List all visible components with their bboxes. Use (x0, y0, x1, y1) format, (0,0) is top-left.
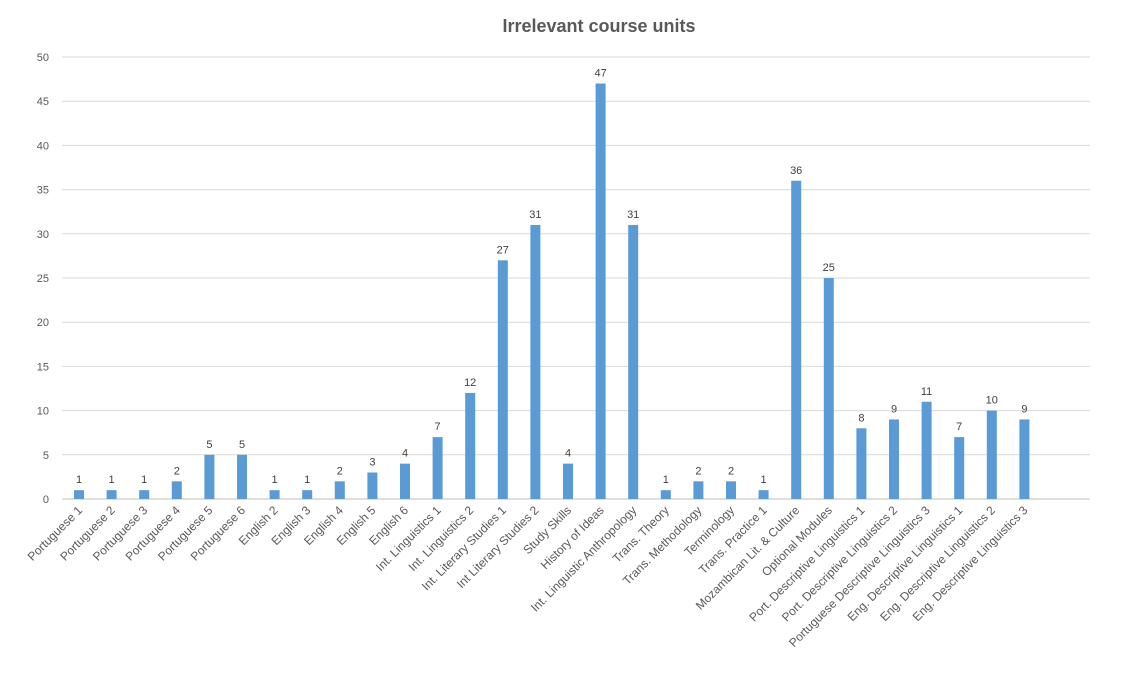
bar (139, 490, 150, 499)
bar (171, 481, 182, 499)
data-label: 7 (435, 421, 441, 433)
bars (74, 83, 1030, 500)
bar (595, 83, 606, 500)
y-tick-label: 50 (37, 52, 49, 64)
bar (628, 224, 639, 499)
data-label: 8 (858, 412, 864, 424)
y-tick-label: 35 (37, 185, 49, 197)
data-label: 10 (986, 395, 998, 407)
bar (465, 392, 476, 499)
bar (269, 490, 280, 499)
data-label: 5 (206, 439, 212, 451)
data-label: 1 (663, 474, 669, 486)
bar (693, 481, 704, 499)
bar (106, 490, 117, 499)
bar (726, 481, 736, 499)
data-label: 1 (141, 474, 147, 486)
data-label: 1 (304, 474, 310, 486)
bar (856, 428, 867, 499)
bar (432, 437, 443, 499)
data-label: 11 (921, 386, 932, 398)
data-label: 1 (761, 474, 767, 486)
data-label: 1 (272, 474, 278, 486)
data-label: 12 (464, 377, 476, 389)
bar (954, 437, 965, 499)
bar (823, 278, 834, 499)
data-label: 4 (565, 448, 571, 460)
bar (497, 260, 508, 499)
bar (367, 472, 378, 499)
data-label: 2 (174, 465, 180, 477)
data-label: 2 (695, 465, 701, 477)
bar (74, 490, 84, 499)
y-tick-label: 0 (43, 494, 49, 506)
data-label: 9 (891, 403, 897, 415)
bar (204, 454, 215, 499)
data-label: 27 (497, 244, 509, 256)
bar (400, 463, 410, 499)
data-label: 31 (529, 209, 541, 221)
chart-title: Irrelevant course units (502, 16, 695, 36)
bar (889, 419, 899, 499)
bar (791, 180, 802, 499)
y-tick-label: 25 (37, 273, 49, 285)
data-label: 4 (402, 448, 408, 460)
bar (563, 463, 573, 499)
data-label: 5 (239, 439, 245, 451)
bar (660, 490, 671, 499)
data-label: 47 (594, 68, 606, 80)
bar (334, 481, 345, 499)
bar (302, 490, 313, 499)
data-label: 31 (627, 209, 639, 221)
data-label: 1 (76, 474, 82, 486)
data-label: 25 (823, 262, 835, 274)
y-tick-label: 30 (37, 229, 49, 241)
bar (237, 454, 247, 499)
y-tick-label: 15 (37, 361, 49, 373)
data-label: 9 (1021, 403, 1027, 415)
data-label: 36 (790, 165, 802, 177)
bar (530, 224, 541, 499)
y-tick-label: 5 (43, 450, 49, 462)
y-tick-label: 10 (37, 406, 49, 418)
data-label: 2 (728, 465, 734, 477)
bar (1019, 419, 1030, 499)
y-tick-label: 20 (37, 317, 49, 329)
y-tick-label: 45 (37, 96, 49, 108)
y-axis-ticks: 0 5 10 15 20 25 30 35 40 45 50 (37, 52, 49, 506)
data-label: 2 (337, 465, 343, 477)
bar (986, 410, 997, 499)
data-label: 7 (956, 421, 962, 433)
data-label: 1 (109, 474, 115, 486)
bar (758, 490, 769, 499)
gridlines (62, 56, 1090, 500)
bar (921, 401, 932, 499)
y-tick-label: 40 (37, 140, 49, 152)
data-label: 3 (369, 456, 375, 468)
